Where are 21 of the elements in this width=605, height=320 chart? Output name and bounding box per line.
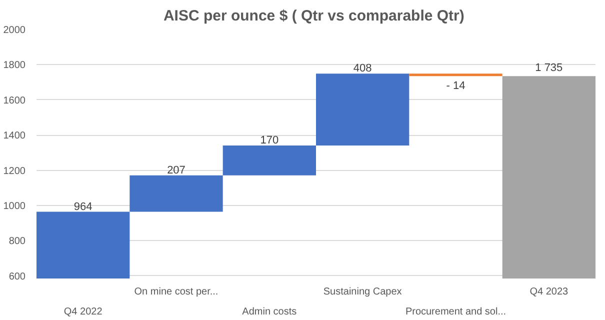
x-tick-label: On mine cost per... <box>134 286 218 298</box>
y-tick-label: 1800 <box>3 60 26 72</box>
data-label: 408 <box>353 62 372 75</box>
x-tick-label: Q4 2022 <box>64 306 103 318</box>
data-label: 207 <box>167 164 186 176</box>
y-tick-label: 1200 <box>3 166 26 177</box>
x-tick-label: Sustaining Capex <box>323 286 402 298</box>
data-label: - 14 <box>446 80 466 92</box>
data-label: 1 735 <box>535 62 563 74</box>
data-label: 964 <box>74 200 92 213</box>
y-tick-label: 2000 <box>3 25 26 36</box>
y-tick-label: 1400 <box>3 130 26 142</box>
chart-title: AISC per ounce $ ( Qtr vs comparable Qtr) <box>163 8 464 24</box>
x-tick-label: Admin costs <box>242 306 297 318</box>
data-label: 170 <box>260 134 279 146</box>
y-tick-label: 800 <box>8 236 26 248</box>
y-tick-label: 1600 <box>3 95 26 106</box>
y-tick-label: 600 <box>8 271 26 282</box>
y-tick-label: 1000 <box>3 200 26 212</box>
x-tick-label: Q4 2023 <box>530 286 569 298</box>
x-tick-label: Procurement and sol... <box>405 306 506 318</box>
